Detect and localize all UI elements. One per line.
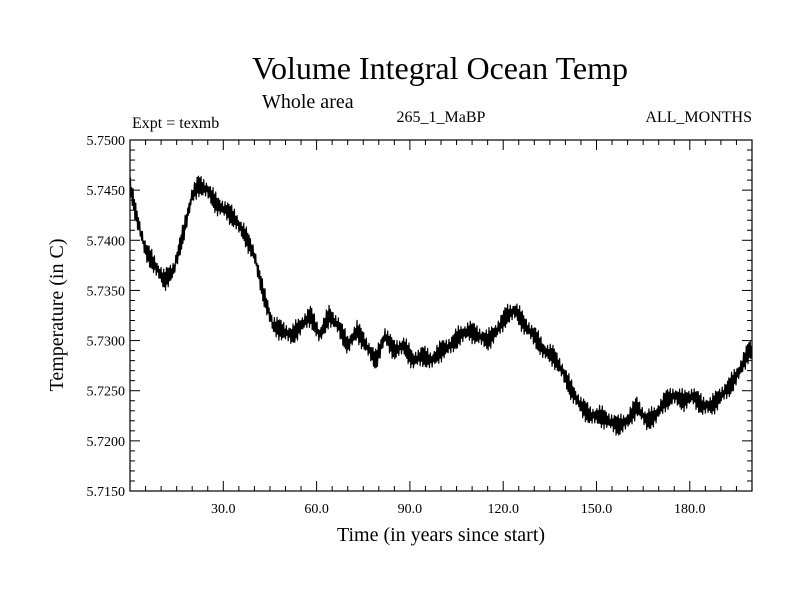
y-axis-tick-labels: 5.7150 5.7200 5.7250 5.7300 5.7350 5.7400 5.74… [87, 134, 126, 500]
experiment-label: Expt = texmb [132, 115, 219, 132]
x-tick-label: 60.0 [304, 502, 329, 517]
x-axis-tick-labels: 30.0 60.0 90.0 120.0 150.0 180.0 [211, 502, 706, 517]
x-tick-label: 150.0 [581, 502, 613, 517]
y-tick-label: 5.7500 [87, 134, 126, 149]
y-tick-label: 5.7200 [87, 435, 126, 450]
plot-frame [129, 139, 753, 492]
y-tick-label: 5.7450 [87, 184, 126, 199]
x-axis-ticks [145, 140, 737, 491]
y-tick-label: 5.7350 [87, 284, 126, 299]
temperature-series-line [129, 175, 753, 436]
run-label: 265_1_MaBP [397, 109, 486, 126]
y-tick-label: 5.7150 [87, 485, 126, 500]
x-tick-label: 30.0 [211, 502, 236, 517]
y-axis-ticks [130, 139, 752, 492]
x-tick-label: 90.0 [398, 502, 423, 517]
chart-subtitle: Whole area [262, 91, 354, 113]
y-tick-label: 5.7250 [87, 385, 126, 400]
x-tick-label: 120.0 [487, 502, 519, 517]
y-tick-label: 5.7400 [87, 234, 126, 249]
period-label: ALL_MONTHS [645, 109, 752, 126]
y-axis-label: Temperature (in C) [46, 239, 68, 392]
x-tick-label: 180.0 [674, 502, 706, 517]
x-axis-label: Time (in years since start) [337, 524, 545, 546]
y-tick-label: 5.7300 [87, 335, 126, 350]
chart-title: Volume Integral Ocean Temp [252, 50, 628, 86]
